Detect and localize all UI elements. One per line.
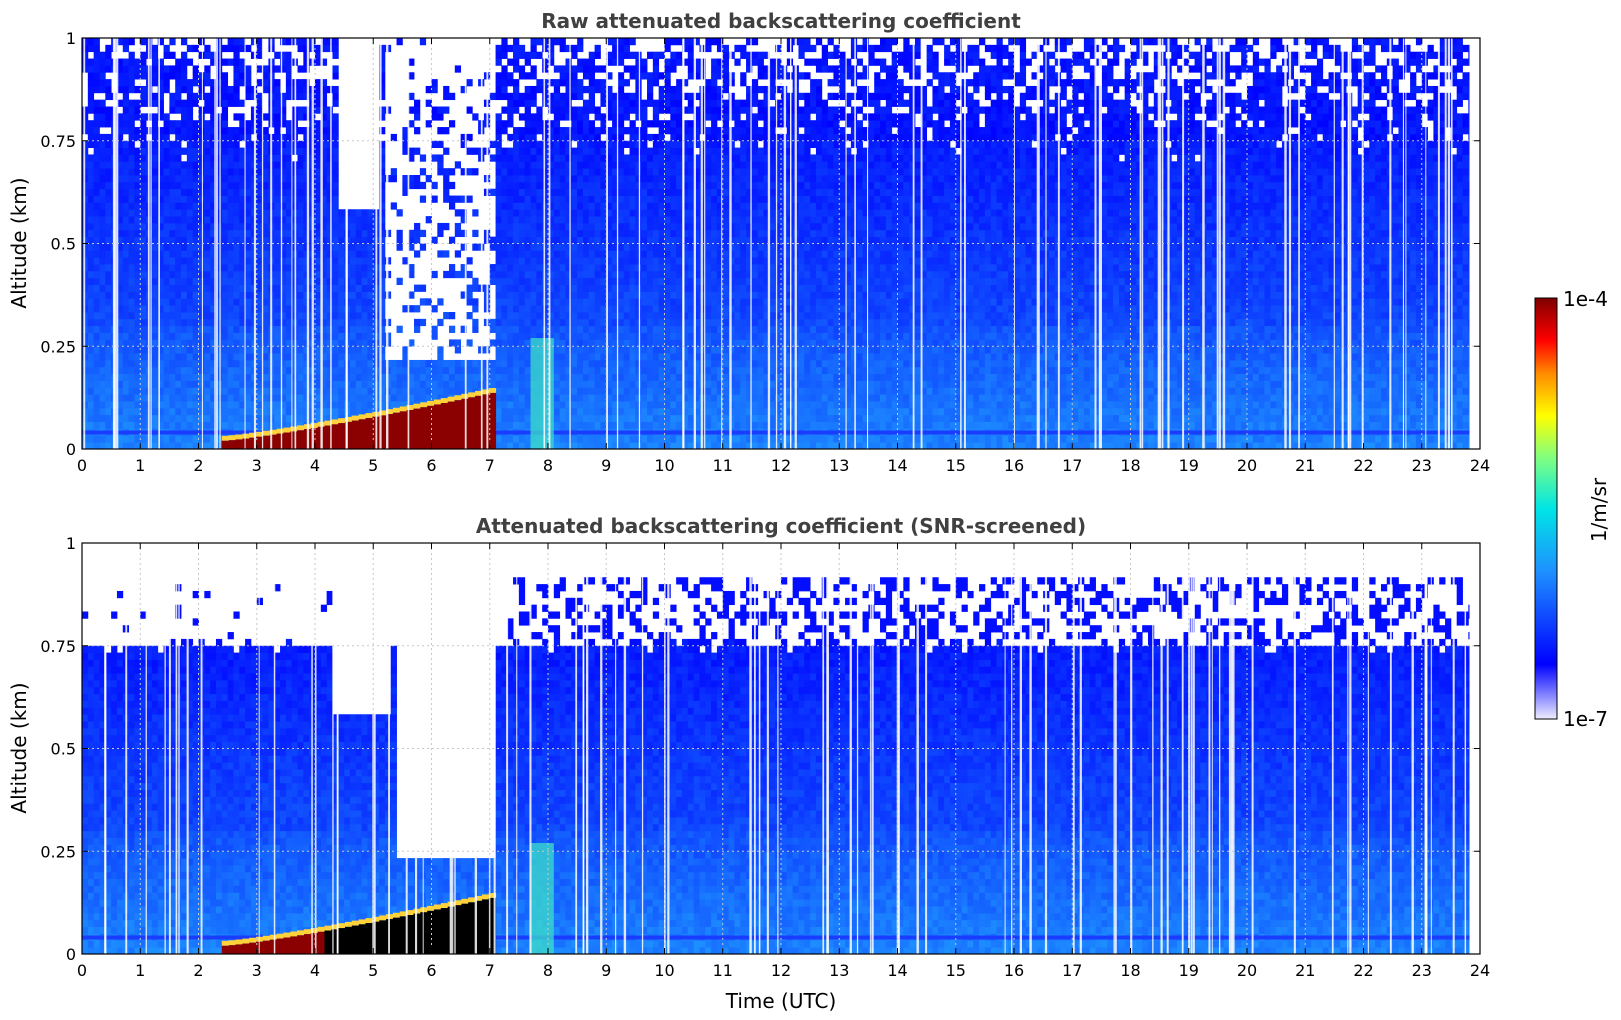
x-tick-label: 5 <box>368 456 378 475</box>
x-tick-label: 1 <box>135 961 145 980</box>
x-tick-label: 18 <box>1120 456 1140 475</box>
x-tick-label: 22 <box>1353 961 1373 980</box>
x-tick-label: 21 <box>1295 961 1315 980</box>
panel2-ylabel: Altitude (km) <box>7 682 31 813</box>
x-tick-label: 9 <box>601 961 611 980</box>
x-tick-label: 0 <box>77 961 87 980</box>
y-tick-label: 0.5 <box>51 740 76 759</box>
panel1-title: Raw attenuated backscattering coefficien… <box>541 9 1021 33</box>
x-tick-label: 3 <box>252 456 262 475</box>
x-tick-label: 22 <box>1353 456 1373 475</box>
x-tick-label: 24 <box>1470 961 1490 980</box>
y-tick-label: 0.25 <box>40 842 76 861</box>
x-tick-label: 23 <box>1412 961 1432 980</box>
x-tick-label: 13 <box>829 961 849 980</box>
x-tick-label: 7 <box>485 961 495 980</box>
x-tick-label: 15 <box>946 456 966 475</box>
y-tick-label: 0.5 <box>51 235 76 254</box>
y-tick-label: 0.25 <box>40 337 76 356</box>
x-tick-label: 12 <box>771 456 791 475</box>
y-tick-label: 1 <box>66 534 76 553</box>
snr-screened-panel: Attenuated backscattering coefficient (S… <box>7 514 1490 1013</box>
x-tick-label: 19 <box>1179 961 1199 980</box>
x-tick-label: 16 <box>1004 961 1024 980</box>
x-tick-label: 0 <box>77 456 87 475</box>
panel1-ylabel: Altitude (km) <box>7 177 31 308</box>
x-tick-label: 17 <box>1062 456 1082 475</box>
colorbar: 1e-4 1e-7 1/m/sr <box>1535 287 1611 731</box>
y-tick-label: 0 <box>66 440 76 459</box>
colorbar-min-label: 1e-7 <box>1563 707 1608 731</box>
y-tick-label: 0.75 <box>40 637 76 656</box>
x-tick-label: 8 <box>543 961 553 980</box>
x-tick-label: 8 <box>543 456 553 475</box>
x-tick-label: 20 <box>1237 961 1257 980</box>
x-tick-label: 4 <box>310 961 320 980</box>
x-tick-label: 10 <box>654 961 674 980</box>
x-tick-label: 6 <box>426 456 436 475</box>
x-tick-label: 14 <box>887 456 907 475</box>
x-tick-label: 4 <box>310 456 320 475</box>
x-tick-label: 21 <box>1295 456 1315 475</box>
raw-backscatter-panel: Raw attenuated backscattering coefficien… <box>7 9 1490 475</box>
x-tick-label: 3 <box>252 961 262 980</box>
x-tick-label: 7 <box>485 456 495 475</box>
x-tick-label: 24 <box>1470 456 1490 475</box>
x-tick-label: 13 <box>829 456 849 475</box>
y-tick-label: 0 <box>66 945 76 964</box>
x-tick-label: 19 <box>1179 456 1199 475</box>
x-tick-label: 5 <box>368 961 378 980</box>
x-tick-label: 14 <box>887 961 907 980</box>
x-tick-label: 18 <box>1120 961 1140 980</box>
x-tick-label: 11 <box>713 961 733 980</box>
x-tick-label: 23 <box>1412 456 1432 475</box>
x-tick-label: 16 <box>1004 456 1024 475</box>
y-tick-label: 0.75 <box>40 132 76 151</box>
y-tick-label: 1 <box>66 29 76 48</box>
x-tick-label: 20 <box>1237 456 1257 475</box>
x-tick-label: 17 <box>1062 961 1082 980</box>
x-tick-label: 1 <box>135 456 145 475</box>
colorbar-gradient <box>1535 298 1557 719</box>
x-tick-label: 2 <box>193 961 203 980</box>
panel2-xlabel: Time (UTC) <box>725 989 837 1013</box>
panel2-title: Attenuated backscattering coefficient (S… <box>476 514 1086 538</box>
colorbar-label: 1/m/sr <box>1587 477 1611 542</box>
x-tick-label: 11 <box>713 456 733 475</box>
x-tick-label: 12 <box>771 961 791 980</box>
colorbar-max-label: 1e-4 <box>1563 287 1608 311</box>
x-tick-label: 2 <box>193 456 203 475</box>
x-tick-label: 9 <box>601 456 611 475</box>
x-tick-label: 10 <box>654 456 674 475</box>
x-tick-label: 15 <box>946 961 966 980</box>
x-tick-label: 6 <box>426 961 436 980</box>
